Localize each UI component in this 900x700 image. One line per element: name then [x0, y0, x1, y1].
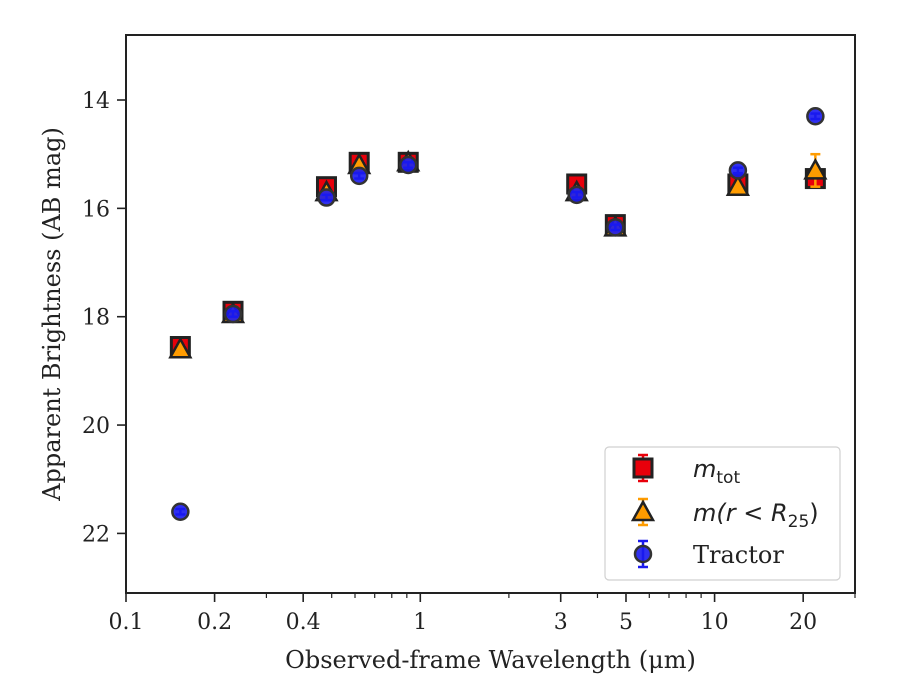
legend-entry-tractor: Tractor	[693, 541, 784, 569]
y-axis-label: Apparent Brightness (AB mag)	[38, 127, 66, 502]
legend-marker	[633, 544, 653, 564]
x-axis-ticks: 0.1 0.2 0.4 1 3 5 10 20	[109, 593, 856, 635]
x-axis-label: Observed-frame Wavelength (μm)	[285, 646, 696, 674]
data-point	[223, 304, 243, 324]
legend: mtot m(r < R25) Tractor	[604, 446, 841, 581]
legend-entry-m-r25: m(r < R25)	[693, 499, 819, 532]
legend-marker	[632, 457, 654, 479]
data-point	[806, 107, 825, 126]
x-tick-label: 1	[413, 610, 427, 635]
data-series	[168, 107, 828, 521]
data-point	[398, 155, 418, 175]
x-tick-label: 0.4	[286, 610, 321, 635]
data-point	[725, 174, 751, 196]
data-point	[606, 218, 625, 237]
plot-frame	[125, 34, 856, 594]
x-tick-label: 5	[619, 610, 633, 635]
x-tick-label: 0.2	[197, 610, 232, 635]
y-tick-label: 14	[82, 89, 110, 114]
data-point	[168, 336, 193, 359]
legend-marker	[630, 499, 656, 522]
data-point	[171, 502, 190, 521]
legend-entry-mtot: mtot	[693, 455, 740, 488]
data-point	[349, 166, 369, 186]
y-tick-label: 18	[82, 306, 110, 331]
x-tick-label: 10	[701, 610, 729, 635]
data-point	[317, 188, 336, 207]
data-point	[728, 161, 748, 180]
legend-markers	[630, 453, 656, 569]
data-point	[567, 185, 586, 205]
y-tick-label: 22	[82, 522, 110, 547]
x-tick-label: 3	[554, 610, 568, 635]
x-tick-label: 0.1	[109, 610, 144, 635]
y-tick-label: 16	[82, 197, 110, 222]
y-axis-ticks: 14 16 18 20 22	[82, 89, 126, 547]
series-circle	[171, 107, 825, 521]
data-point	[803, 157, 828, 180]
x-tick-label: 20	[789, 610, 817, 635]
y-tick-label: 20	[82, 414, 110, 439]
legend-box	[604, 446, 841, 581]
